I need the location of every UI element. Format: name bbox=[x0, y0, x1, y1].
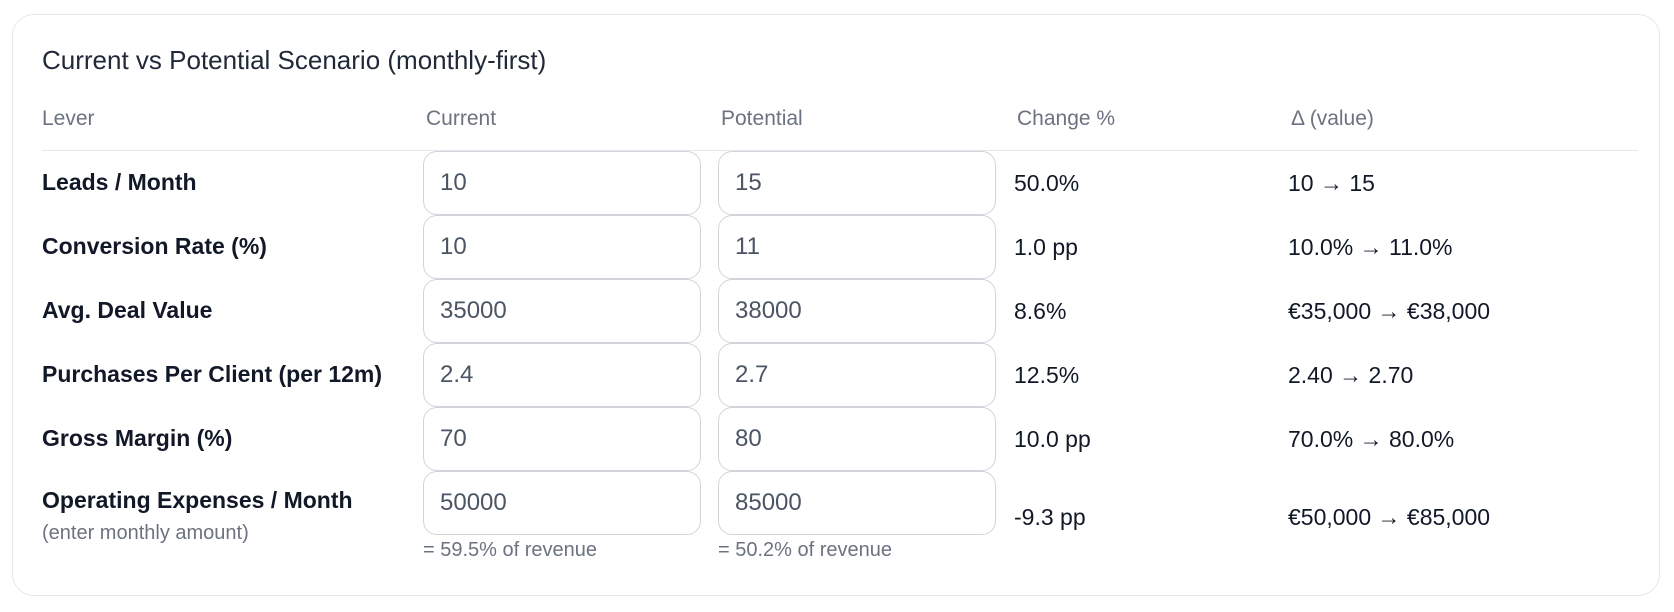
potential-purchases-input[interactable] bbox=[718, 343, 996, 407]
lever-label: Operating Expenses / Month bbox=[42, 487, 353, 513]
delta-value: €50,000 → €85,000 bbox=[1288, 504, 1491, 530]
table-row-gross-margin: Gross Margin (%) 10.0 pp 70.0% → 80.0% bbox=[42, 407, 1638, 471]
lever-label: Leads / Month bbox=[42, 169, 197, 195]
delta-value: 70.0% → 80.0% bbox=[1288, 426, 1455, 452]
delta-value: 10.0% → 11.0% bbox=[1288, 234, 1453, 260]
delta-value: 2.40 → 2.70 bbox=[1288, 362, 1414, 388]
change-value: -9.3 pp bbox=[1014, 504, 1086, 530]
current-gross-margin-input[interactable] bbox=[423, 407, 701, 471]
potential-revenue-note: = 50.2% of revenue bbox=[718, 539, 893, 561]
header-lever: Lever bbox=[42, 107, 95, 130]
change-value: 8.6% bbox=[1014, 298, 1067, 324]
change-value: 1.0 pp bbox=[1014, 234, 1078, 260]
header-current: Current bbox=[426, 107, 497, 130]
current-leads-input[interactable] bbox=[423, 151, 701, 215]
current-opex-input[interactable] bbox=[423, 471, 701, 535]
scenario-card: Current vs Potential Scenario (monthly-f… bbox=[12, 14, 1660, 596]
header-potential: Potential bbox=[721, 107, 803, 130]
header-change: Change % bbox=[1017, 107, 1116, 130]
table-row-leads: Leads / Month 50.0% 10 → 15 bbox=[42, 151, 1638, 215]
potential-gross-margin-input[interactable] bbox=[718, 407, 996, 471]
lever-label: Purchases Per Client (per 12m) bbox=[42, 361, 383, 387]
current-revenue-note: = 59.5% of revenue bbox=[423, 539, 598, 561]
change-value: 50.0% bbox=[1014, 170, 1080, 196]
potential-deal-value-input[interactable] bbox=[718, 279, 996, 343]
current-purchases-input[interactable] bbox=[423, 343, 701, 407]
current-conversion-input[interactable] bbox=[423, 215, 701, 279]
delta-value: €35,000 → €38,000 bbox=[1288, 298, 1491, 324]
table-row-purchases: Purchases Per Client (per 12m) 12.5% 2.4… bbox=[42, 343, 1638, 407]
change-value: 12.5% bbox=[1014, 362, 1080, 388]
table-row-opex: Operating Expenses / Month (enter monthl… bbox=[42, 471, 1638, 571]
table-header: Lever Current Potential Change % Δ (valu… bbox=[42, 93, 1638, 151]
card-title: Current vs Potential Scenario (monthly-f… bbox=[42, 45, 547, 75]
lever-sublabel: (enter monthly amount) bbox=[42, 522, 249, 544]
lever-label: Conversion Rate (%) bbox=[42, 233, 267, 259]
current-deal-value-input[interactable] bbox=[423, 279, 701, 343]
potential-conversion-input[interactable] bbox=[718, 215, 996, 279]
potential-leads-input[interactable] bbox=[718, 151, 996, 215]
table-row-conversion: Conversion Rate (%) 1.0 pp 10.0% → 11.0% bbox=[42, 215, 1638, 279]
potential-opex-input[interactable] bbox=[718, 471, 996, 535]
lever-label: Avg. Deal Value bbox=[42, 297, 213, 323]
table-row-deal-value: Avg. Deal Value 8.6% €35,000 → €38,000 bbox=[42, 279, 1638, 343]
delta-value: 10 → 15 bbox=[1288, 170, 1375, 196]
lever-label: Gross Margin (%) bbox=[42, 425, 233, 451]
header-delta: Δ (value) bbox=[1291, 107, 1374, 130]
change-value: 10.0 pp bbox=[1014, 426, 1091, 452]
